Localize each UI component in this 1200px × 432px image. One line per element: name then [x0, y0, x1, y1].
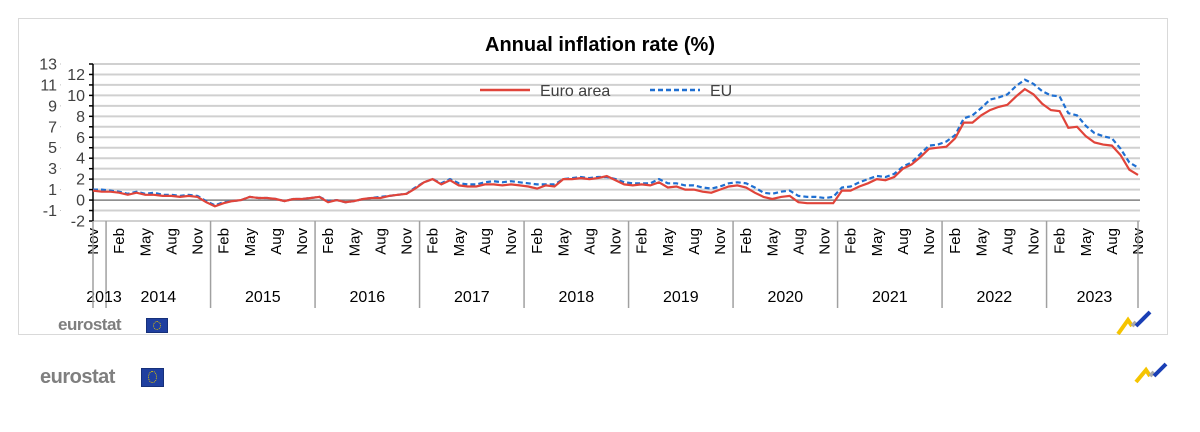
x-tick-label: May	[451, 228, 468, 257]
x-tick-label: Aug	[268, 228, 285, 255]
legend-label-eu: EU	[710, 83, 732, 100]
x-tick-label: Nov	[1026, 228, 1043, 255]
y-tick-label: -1	[43, 203, 57, 220]
x-tick-label: May	[869, 228, 886, 257]
y-tick-label: 1	[48, 182, 57, 199]
year-label: 2022	[977, 289, 1013, 306]
y-tick-label: 7	[48, 119, 57, 136]
y-tick-label: -2	[71, 214, 85, 231]
y-tick-label: 5	[48, 140, 57, 157]
x-tick-label: Feb	[738, 228, 755, 254]
eurostat-butterfly-icon	[1134, 362, 1168, 384]
y-tick-label: 13	[39, 57, 57, 74]
y-tick-label: 12	[67, 67, 85, 84]
x-tick-label: May	[346, 228, 363, 257]
legend-label-euro-area: Euro area	[540, 83, 610, 100]
x-tick-label: Aug	[790, 228, 807, 255]
x-tick-label: Feb	[529, 228, 546, 254]
x-tick-label: Aug	[163, 228, 180, 255]
x-tick-label: Aug	[999, 228, 1016, 255]
eu-flag-icon	[146, 318, 168, 333]
year-label: 2015	[245, 289, 281, 306]
grid	[93, 63, 1140, 222]
x-tick-label: Feb	[425, 228, 442, 254]
chart-frame	[18, 18, 1168, 335]
x-tick-label: Aug	[372, 228, 389, 255]
year-label: 2018	[559, 289, 595, 306]
x-tick-label: Feb	[320, 228, 337, 254]
year-label: 2017	[454, 289, 490, 306]
series-line-euro-area	[92, 87, 1139, 208]
y-tick-label: 11	[40, 77, 57, 94]
x-tick-label: Nov	[817, 228, 834, 255]
x-tick-label: Nov	[608, 228, 625, 255]
x-tick-label: Aug	[895, 228, 912, 255]
y-tick-label: 8	[76, 109, 85, 126]
x-tick-label: Feb	[216, 228, 233, 254]
x-tick-label: May	[973, 228, 990, 257]
year-label: 2021	[872, 289, 908, 306]
year-label: 2014	[141, 289, 177, 306]
year-label: 2013	[86, 289, 122, 306]
x-tick-label: Aug	[581, 228, 598, 255]
x-tick-label: Aug	[477, 228, 494, 255]
eurostat-butterfly-icon	[1116, 310, 1152, 336]
chart-title: Annual inflation rate (%)	[485, 34, 715, 56]
legend: Euro area EU	[480, 83, 732, 100]
eurostat-logo-inner: eurostat	[58, 315, 122, 334]
x-tick-label: Nov	[921, 228, 938, 255]
y-tick-label: 4	[76, 151, 85, 168]
x-tick-label: Nov	[503, 228, 520, 255]
x-tick-label: Feb	[947, 228, 964, 254]
x-tick-label: Nov	[190, 228, 207, 255]
x-tick-label: May	[555, 228, 572, 257]
x-tick-label: May	[1078, 228, 1095, 257]
x-tick-label: May	[242, 228, 259, 257]
year-label: 2016	[350, 289, 386, 306]
year-label: 2020	[768, 289, 804, 306]
x-tick-label: Feb	[1052, 228, 1069, 254]
x-tick-label: Nov	[294, 228, 311, 255]
x-tick-label: Aug	[686, 228, 703, 255]
x-tick-label: May	[764, 228, 781, 257]
x-tick-label: Feb	[634, 228, 651, 254]
y-tick-label: 9	[48, 98, 57, 115]
y-tick-label: 10	[67, 88, 85, 105]
eu-flag-icon	[141, 368, 164, 387]
y-tick-label: 2	[76, 172, 85, 189]
series-line-eu	[93, 78, 1139, 207]
series-lines	[92, 78, 1139, 208]
x-tick-label: Aug	[1104, 228, 1121, 255]
x-tick-label: May	[660, 228, 677, 257]
axes: -2-1012345678910111213NovFebMayAugNovFeb…	[39, 57, 1147, 308]
x-tick-label: Nov	[712, 228, 729, 255]
y-tick-label: 6	[76, 130, 85, 147]
y-tick-label: 0	[76, 193, 85, 210]
x-tick-label: Feb	[843, 228, 860, 254]
eurostat-logo: eurostat	[40, 366, 115, 388]
year-label: 2023	[1077, 289, 1113, 306]
x-tick-label: Feb	[111, 228, 128, 254]
year-label: 2019	[663, 289, 699, 306]
x-tick-label: May	[137, 228, 154, 257]
x-tick-label: Nov	[399, 228, 416, 255]
y-tick-label: 3	[48, 161, 57, 178]
